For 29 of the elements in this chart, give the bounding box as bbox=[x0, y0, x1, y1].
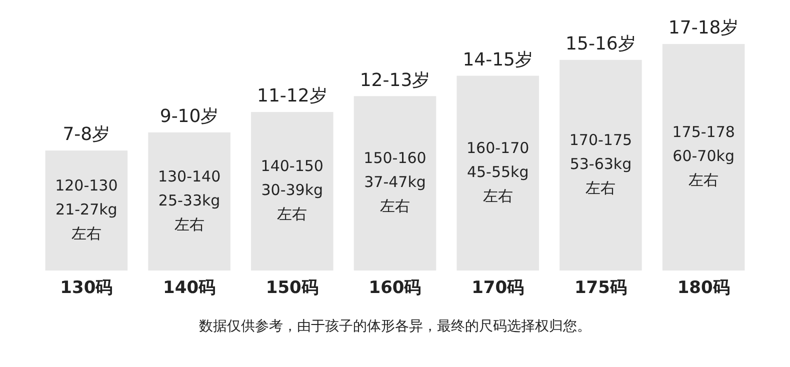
bar bbox=[354, 96, 436, 271]
bar bbox=[456, 76, 539, 271]
text: 17-18岁 bbox=[668, 18, 739, 39]
annotation: 130-140 25-33kg 左右 bbox=[158, 167, 221, 234]
annotation: 12-13岁 bbox=[360, 70, 430, 91]
annotation: 140-150 30-39kg 左右 bbox=[260, 157, 324, 224]
text: 数据仅供参考，由于孩子的体形各异，最终的尺码选择权归您。 bbox=[199, 318, 591, 335]
x-tick-label: 180码 bbox=[677, 278, 730, 298]
annotation: 175-178 60-70kg 左右 bbox=[672, 123, 735, 190]
x-tick-label: 170码 bbox=[472, 278, 524, 298]
x-tick-label: 150码 bbox=[266, 278, 318, 298]
annotation: 15-16岁 bbox=[566, 34, 636, 55]
x-tick-label: 175码 bbox=[574, 278, 627, 298]
annotation: 14-15岁 bbox=[462, 49, 534, 70]
bar bbox=[251, 112, 334, 271]
x-tick-label: 160码 bbox=[368, 278, 422, 298]
annotation: 7-8岁 bbox=[62, 124, 110, 146]
bar bbox=[560, 60, 642, 271]
annotation: 150-160 37-47kg 左右 bbox=[364, 149, 426, 216]
x-tick-label: 130码 bbox=[60, 278, 113, 298]
bar bbox=[148, 132, 230, 271]
annotation: 11-12岁 bbox=[256, 86, 328, 107]
annotation: 120-130 21-27kg 左右 bbox=[55, 176, 118, 242]
x-tick-label: 140码 bbox=[163, 278, 216, 298]
annotation: 160-170 45-55kg 左右 bbox=[466, 139, 530, 206]
bar bbox=[662, 44, 745, 271]
annotation: 170-175 53-63kg 左右 bbox=[569, 131, 632, 198]
annotation: 9-10岁 bbox=[160, 106, 219, 128]
bar bbox=[45, 150, 128, 271]
